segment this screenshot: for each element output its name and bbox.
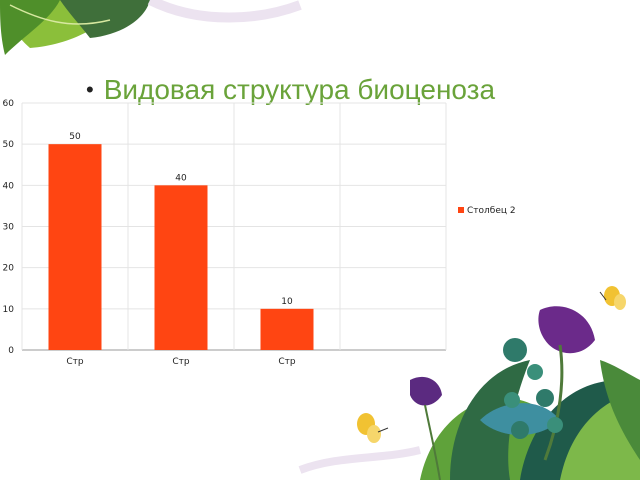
bar-1	[154, 185, 208, 350]
x-axis-tick-labels: Стр Стр Стр	[66, 357, 296, 367]
y-tick-label: 60	[3, 99, 15, 109]
foliage-bottom-right-icon	[410, 306, 640, 480]
swirl-bottom-icon	[298, 446, 421, 474]
data-label-1: 40	[175, 173, 187, 183]
y-axis-tick-labels: 0 10 20 30 40 50 60	[3, 99, 15, 356]
x-tick-label-2: Стр	[278, 357, 296, 367]
butterfly-bottom-icon	[357, 413, 389, 443]
y-tick-label: 40	[3, 181, 15, 191]
slide-title-row: • Видовая структура биоценоза	[86, 70, 495, 110]
bar-0	[48, 144, 102, 350]
bar-2	[260, 308, 314, 350]
data-labels: 50 40 10	[69, 132, 293, 307]
x-tick-label-0: Стр	[66, 357, 84, 367]
y-tick-label: 30	[3, 223, 15, 233]
leaf-top-left-icon	[0, 0, 150, 55]
legend-swatch	[458, 207, 464, 213]
legend: Столбец 2	[458, 206, 516, 216]
data-label-2: 10	[281, 297, 293, 307]
x-tick-label-1: Стр	[172, 357, 190, 367]
bars	[48, 144, 314, 350]
slide-title: Видовая структура биоценоза	[103, 74, 496, 105]
bar-chart: 0 10 20 30 40 50 60 50 40 10 Стр Стр Стр Столбец 2	[3, 99, 516, 367]
y-tick-label: 20	[3, 264, 15, 274]
y-tick-label: 50	[3, 140, 15, 150]
data-label-0: 50	[69, 132, 81, 142]
butterfly-right-icon	[599, 286, 626, 310]
y-tick-label: 0	[8, 346, 14, 356]
y-tick-label: 10	[3, 305, 15, 315]
legend-label: Столбец 2	[467, 206, 516, 216]
swirl-top-icon	[147, 0, 302, 23]
bullet-icon: •	[86, 77, 94, 102]
